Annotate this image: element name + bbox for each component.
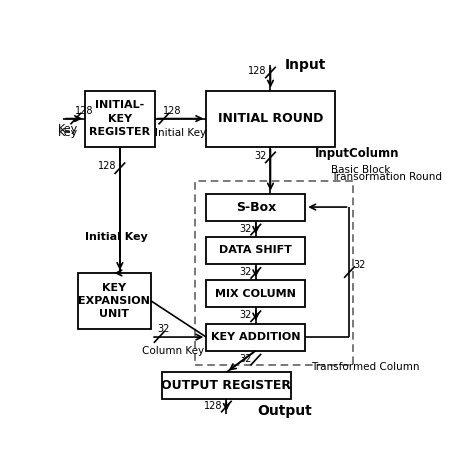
Text: Key: Key (58, 124, 79, 134)
Bar (78, 273, 151, 329)
Text: Initial Key: Initial Key (155, 128, 206, 138)
Text: Transformed Column: Transformed Column (311, 362, 419, 372)
Text: S-Box: S-Box (236, 201, 276, 213)
Text: Transormation Round: Transormation Round (331, 172, 442, 182)
Text: INITIAL ROUND: INITIAL ROUND (218, 112, 323, 125)
Text: 128: 128 (204, 401, 223, 411)
Bar (206, 324, 305, 351)
Text: 128: 128 (98, 161, 116, 172)
Bar (206, 91, 335, 147)
Text: 32: 32 (240, 224, 252, 234)
Bar (206, 280, 305, 307)
Bar (162, 372, 291, 400)
Bar (206, 194, 305, 220)
Text: 32: 32 (255, 151, 267, 161)
Text: KEY ADDITION: KEY ADDITION (211, 332, 301, 342)
Bar (206, 237, 305, 264)
Text: INITIAL-
KEY
REGISTER: INITIAL- KEY REGISTER (89, 100, 150, 137)
Text: OUTPUT REGISTER: OUTPUT REGISTER (161, 379, 292, 392)
Bar (85, 91, 155, 147)
Text: KEY
EXPANSION
UNIT: KEY EXPANSION UNIT (78, 283, 150, 319)
Text: 32: 32 (240, 310, 252, 320)
Text: 32: 32 (240, 354, 252, 363)
Text: 32: 32 (353, 260, 365, 270)
Text: 32: 32 (240, 267, 252, 277)
Text: InputColumn: InputColumn (315, 147, 399, 160)
Text: Basic Block: Basic Block (331, 165, 391, 175)
Text: Column Key: Column Key (142, 346, 204, 356)
Text: DATA SHIFT: DATA SHIFT (219, 245, 292, 256)
Text: Key: Key (58, 128, 79, 138)
Text: Output: Output (258, 404, 312, 418)
Text: Initial Key: Initial Key (85, 232, 147, 242)
Text: 128: 128 (248, 67, 267, 76)
Text: 128: 128 (75, 106, 93, 116)
Text: 32: 32 (158, 324, 170, 334)
Text: MIX COLUMN: MIX COLUMN (215, 289, 296, 299)
Text: 128: 128 (163, 106, 182, 116)
Text: Input: Input (285, 58, 327, 72)
Bar (195, 181, 353, 365)
